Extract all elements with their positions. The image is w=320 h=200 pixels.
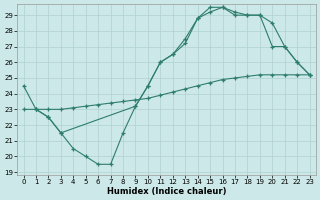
X-axis label: Humidex (Indice chaleur): Humidex (Indice chaleur) [107,187,226,196]
